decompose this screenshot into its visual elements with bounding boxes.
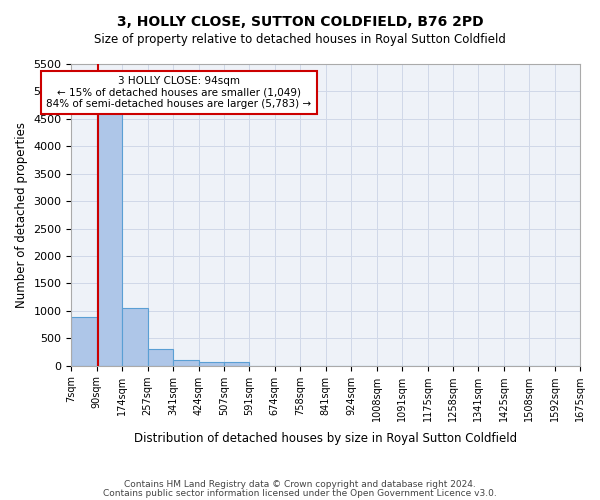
Text: Contains public sector information licensed under the Open Government Licence v3: Contains public sector information licen… [103, 490, 497, 498]
Text: Contains HM Land Registry data © Crown copyright and database right 2024.: Contains HM Land Registry data © Crown c… [124, 480, 476, 489]
Bar [97, 114, 122, 366]
Text: 3 HOLLY CLOSE: 94sqm
← 15% of detached houses are smaller (1,049)
84% of semi-de: 3 HOLLY CLOSE: 94sqm ← 15% of detached h… [46, 76, 311, 110]
Text: 3, HOLLY CLOSE, SUTTON COLDFIELD, B76 2PD: 3, HOLLY CLOSE, SUTTON COLDFIELD, B76 2P… [116, 15, 484, 29]
Bar [122, 308, 148, 366]
Bar [224, 362, 250, 366]
Bar [71, 318, 97, 366]
X-axis label: Distribution of detached houses by size in Royal Sutton Coldfield: Distribution of detached houses by size … [134, 432, 517, 445]
Bar [199, 362, 224, 366]
Y-axis label: Number of detached properties: Number of detached properties [15, 122, 28, 308]
Bar [173, 360, 199, 366]
Bar [148, 349, 173, 366]
Text: Size of property relative to detached houses in Royal Sutton Coldfield: Size of property relative to detached ho… [94, 32, 506, 46]
